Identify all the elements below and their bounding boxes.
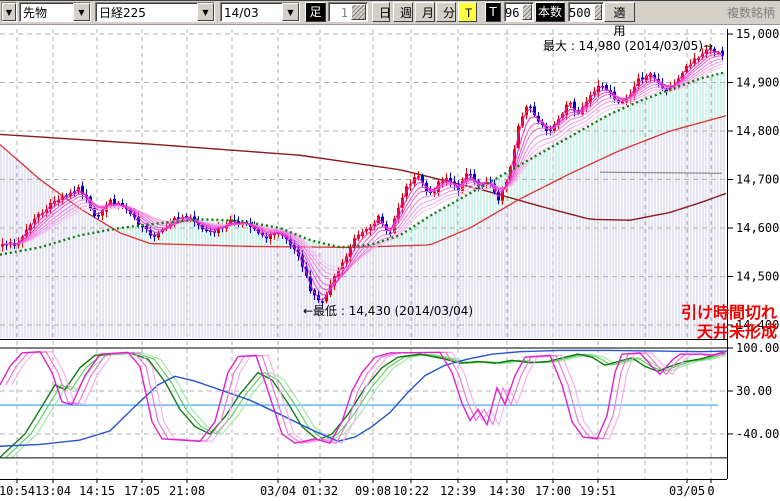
svg-text:14,400: 14,400 — [736, 318, 779, 332]
svg-text:14,700: 14,700 — [736, 173, 779, 187]
svg-text:0: 0 — [707, 484, 714, 498]
tick-count-spinner[interactable]: 96 — [504, 2, 534, 22]
svg-text:19:51: 19:51 — [580, 484, 616, 498]
svg-text:100.00: 100.00 — [736, 341, 779, 355]
gridlines — [0, 29, 727, 479]
svg-text:14,500: 14,500 — [736, 270, 779, 284]
category-value: 先物 — [23, 6, 48, 20]
alert-text-line2: 天井未形成 — [697, 322, 777, 341]
interval-spinner[interactable]: 1 — [328, 2, 368, 22]
svg-text:14:15: 14:15 — [79, 484, 115, 498]
svg-text:01:32: 01:32 — [302, 484, 338, 498]
tick-count-value: 96 — [505, 6, 520, 20]
period-week-button[interactable]: 週 — [393, 2, 413, 22]
svg-text:03/05: 03/05 — [669, 484, 705, 498]
svg-text:03/04: 03/04 — [260, 484, 296, 498]
chevron-down-icon[interactable]: ▼ — [282, 3, 299, 21]
svg-text:12:39: 12:39 — [440, 484, 476, 498]
svg-text:14:30: 14:30 — [489, 484, 525, 498]
symbol-select[interactable]: 日経225 ▼ — [95, 2, 215, 22]
contract-value: 14/03 — [224, 6, 259, 20]
chevron-down-icon[interactable]: ▼ — [2, 3, 16, 21]
svg-text:30.00: 30.00 — [736, 384, 772, 398]
svg-text:14,600: 14,600 — [736, 221, 779, 235]
chart-layers: 15,000 14,900 14,800 14,700 14,600 14,500 14,4… — [0, 27, 779, 498]
alert-text-line1: 引け時間切れ — [681, 303, 777, 322]
svg-text:21:08: 21:08 — [169, 484, 205, 498]
max-price-annotation: 最大 : 14,980 (2014/03/05)→ — [543, 39, 713, 53]
annotations: 最大 : 14,980 (2014/03/05)→ ←最低 : 14,430 (2… — [303, 39, 777, 341]
axes: 15,000 14,900 14,800 14,700 14,600 14,500 14,4… — [0, 27, 779, 498]
svg-text:14,800: 14,800 — [736, 124, 779, 138]
contract-select[interactable]: 14/03 ▼ — [220, 2, 300, 22]
bars-count-value: 500 — [569, 6, 591, 20]
apply-button[interactable]: 適用 — [604, 2, 635, 38]
chevron-down-icon[interactable]: ▼ — [73, 3, 90, 21]
chevron-down-icon[interactable]: ▼ — [197, 3, 214, 21]
bars-label-chip: 本数 — [535, 2, 565, 22]
ema-fan — [1, 48, 723, 302]
span-hatch — [0, 72, 725, 338]
svg-text:17:00: 17:00 — [535, 484, 571, 498]
svg-text:15,000: 15,000 — [736, 27, 779, 41]
svg-text:14,900: 14,900 — [736, 76, 779, 90]
category-select[interactable]: 先物 ▼ — [19, 2, 91, 22]
bars-count-spinner[interactable]: 500 — [568, 2, 604, 22]
svg-text:-40.00: -40.00 — [736, 427, 779, 441]
min-price-annotation: ←最低 : 14,430 (2014/03/04) — [303, 304, 473, 318]
multi-symbol-button-disabled: 複数銘柄 — [727, 6, 776, 20]
svg-text:10:54: 10:54 — [0, 484, 35, 498]
period-tick-button-active[interactable]: T — [458, 2, 477, 22]
svg-text:09:08: 09:08 — [355, 484, 391, 498]
svg-text:13:04: 13:04 — [35, 484, 71, 498]
interval-value: 1 — [340, 6, 348, 20]
spinner-grip-icon[interactable] — [593, 4, 602, 20]
svg-text:10:22: 10:22 — [393, 484, 429, 498]
spinner-grip-icon[interactable] — [351, 4, 366, 20]
mini-dropdown[interactable]: ▼ — [1, 2, 17, 22]
symbol-value: 日経225 — [99, 6, 146, 20]
oscillator-panel — [0, 347, 728, 459]
toolbar: ▼ 先物 ▼ 日経225 ▼ 14/03 ▼ 足 1 日 週 月 分 T T 9… — [0, 1, 780, 38]
tick-size-chip: T — [485, 2, 501, 22]
period-month-button[interactable]: 月 — [415, 2, 435, 22]
svg-text:17:05: 17:05 — [124, 484, 160, 498]
spinner-grip-icon[interactable] — [522, 4, 532, 20]
period-day-button[interactable]: 日 — [372, 2, 391, 22]
period-minute-button[interactable]: 分 — [436, 2, 456, 22]
ashi-label-chip: 足 — [305, 2, 326, 22]
